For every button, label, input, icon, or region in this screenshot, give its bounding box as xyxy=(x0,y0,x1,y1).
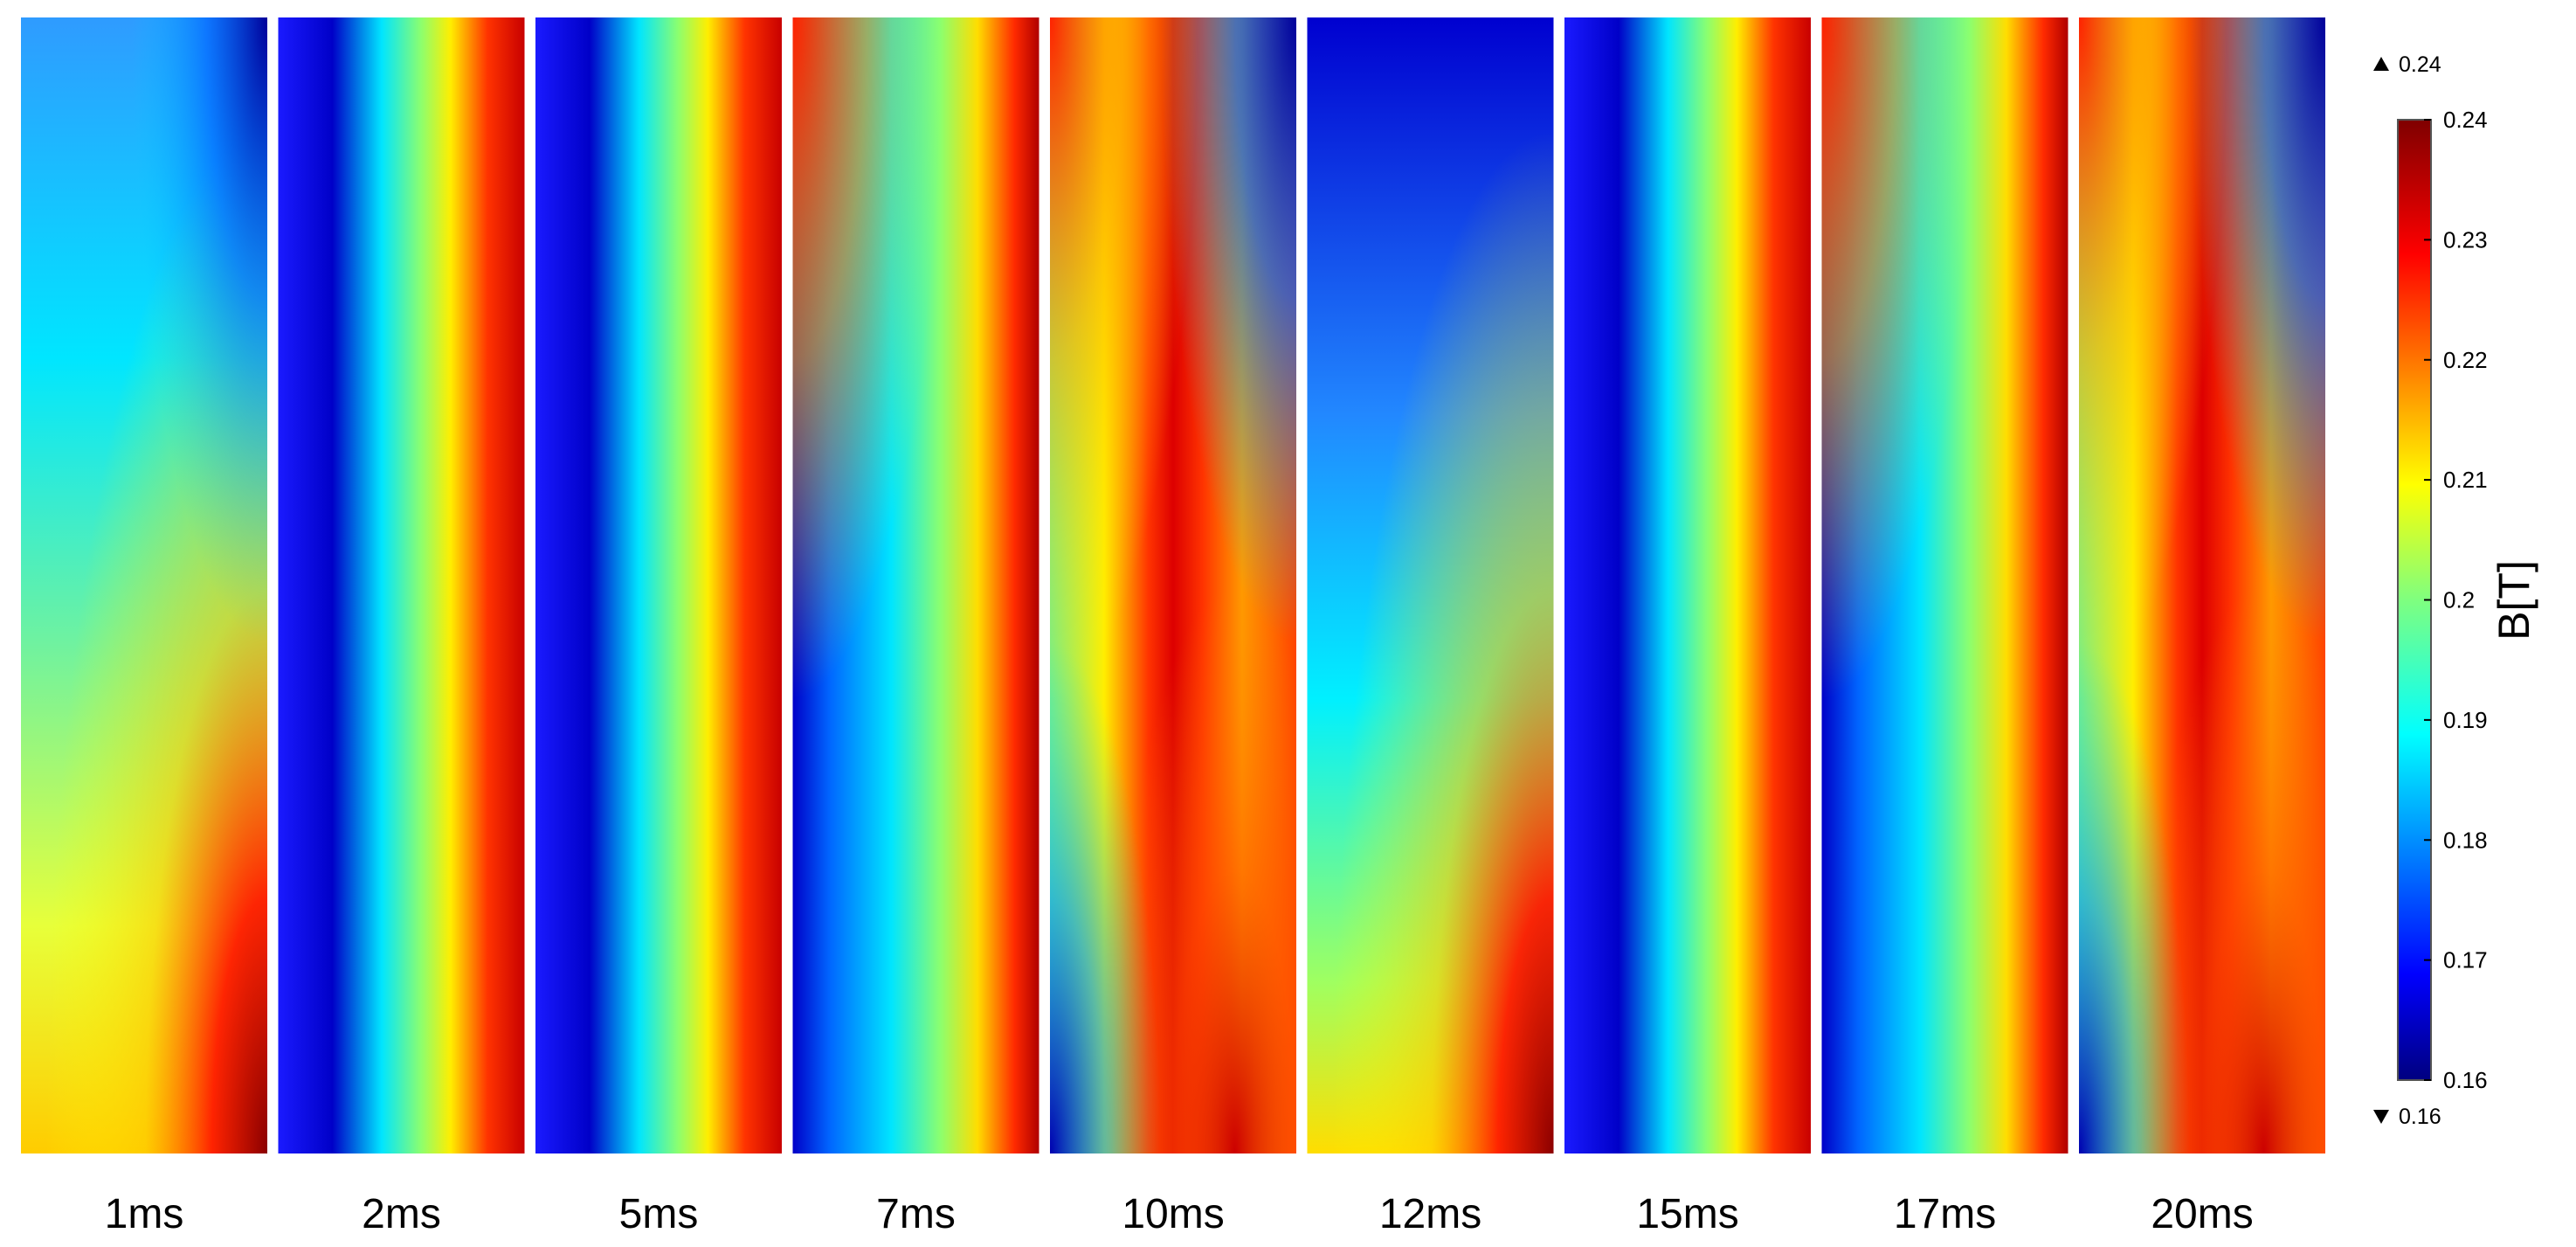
colorbar-min-marker: 0.16 xyxy=(2399,1105,2441,1129)
colorbar-tick-label: 0.22 xyxy=(2443,347,2488,373)
heatmap-panel: 12ms xyxy=(1307,17,1554,1237)
colorbar-tick-label: 0.16 xyxy=(2443,1067,2488,1093)
colorbar-max-marker: 0.24 xyxy=(2399,52,2441,77)
panel-field-overlay xyxy=(1821,17,2068,1153)
heatmap-panel: 15ms xyxy=(1564,17,1811,1237)
colorbar-label: B[T] xyxy=(2490,560,2538,641)
heatmap-panel: 10ms xyxy=(1050,17,1296,1237)
panel-time-label: 5ms xyxy=(619,1191,699,1237)
heatmap-panel: 1ms xyxy=(21,17,267,1237)
panel-field xyxy=(278,17,525,1153)
max-marker-icon xyxy=(2373,57,2389,71)
colorbar-ticks: 0.24 0.23 0.22 0.21 0.2 0.19 0.18 0.17 0.16 xyxy=(2424,107,2488,1093)
panel-field-overlay xyxy=(2079,17,2325,1153)
colorbar-tick-label: 0.17 xyxy=(2443,947,2488,973)
panel-field xyxy=(1564,17,1811,1153)
heatmap-panel: 7ms xyxy=(792,17,1039,1237)
panel-time-label: 12ms xyxy=(1379,1191,1481,1237)
panel-time-label: 7ms xyxy=(876,1191,956,1237)
panel-time-label: 15ms xyxy=(1636,1191,1738,1237)
panel-field-overlay xyxy=(21,17,267,1153)
panel-field xyxy=(535,17,782,1153)
colorbar-tick-label: 0.19 xyxy=(2443,707,2488,733)
min-marker-icon xyxy=(2373,1110,2389,1124)
heatmap-panel: 17ms xyxy=(1821,17,2068,1237)
panel-time-label: 20ms xyxy=(2151,1191,2253,1237)
panel-field-overlay xyxy=(792,17,1039,1153)
panel-field-overlay xyxy=(1050,17,1296,1153)
colorbar-tick-label: 0.21 xyxy=(2443,467,2488,493)
colorbar-tick-label: 0.24 xyxy=(2443,107,2488,133)
heatmap-panels: 1ms 2ms 5ms 7ms 10ms 12ms 15ms 17ms 20ms xyxy=(21,17,2325,1237)
colorbar: 0.24 0.23 0.22 0.21 0.2 0.19 0.18 0.17 0.16 0.24… xyxy=(2373,52,2538,1129)
panel-time-label: 17ms xyxy=(1894,1191,1996,1237)
panel-time-label: 10ms xyxy=(1122,1191,1224,1237)
colorbar-tick-label: 0.18 xyxy=(2443,827,2488,853)
heatmap-panel: 20ms xyxy=(2079,17,2325,1237)
colorbar-tick-label: 0.23 xyxy=(2443,226,2488,253)
panel-time-label: 2ms xyxy=(362,1191,441,1237)
panel-time-label: 1ms xyxy=(105,1191,184,1237)
heatmap-panel: 5ms xyxy=(535,17,782,1237)
colorbar-tick-label: 0.2 xyxy=(2443,587,2475,613)
heatmap-panel: 2ms xyxy=(278,17,525,1237)
panel-field-overlay xyxy=(1307,17,1554,1153)
